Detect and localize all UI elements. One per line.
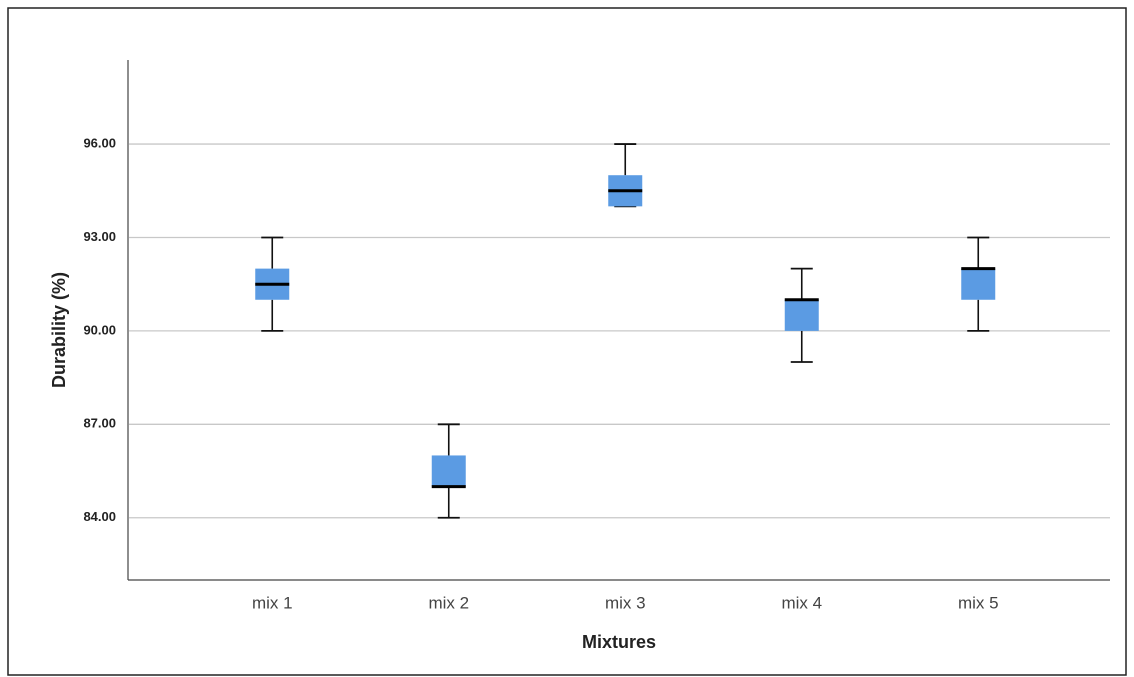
x-tick-label: mix 2 (428, 593, 469, 612)
box (961, 268, 996, 300)
y-tick-label: 96.00 (83, 136, 116, 151)
box (784, 299, 819, 331)
box (431, 455, 466, 487)
y-tick-label: 90.00 (83, 322, 116, 337)
x-tick-label: mix 1 (252, 593, 293, 612)
x-tick-label: mix 5 (958, 593, 999, 612)
y-tick-label: 93.00 (83, 229, 116, 244)
x-tick-label: mix 3 (605, 593, 646, 612)
y-axis-title: Durability (%) (49, 272, 69, 388)
x-tick-label: mix 4 (781, 593, 822, 612)
x-axis-title: Mixtures (582, 632, 656, 652)
y-tick-label: 87.00 (83, 416, 116, 431)
frame (7, 7, 1127, 676)
y-tick-label: 84.00 (83, 509, 116, 524)
